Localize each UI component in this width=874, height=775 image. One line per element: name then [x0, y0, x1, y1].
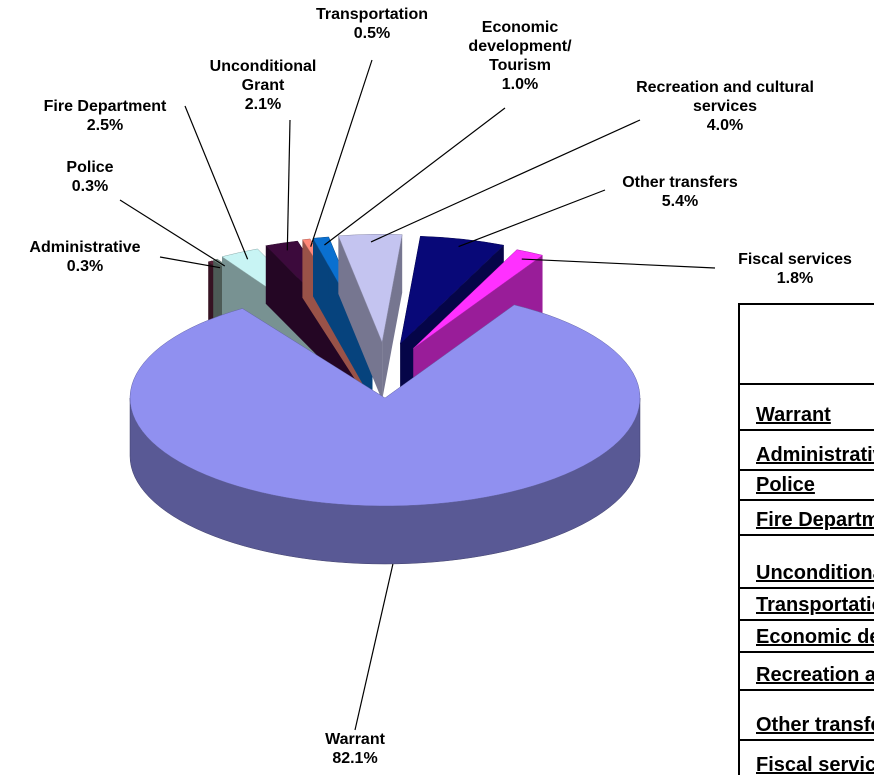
table-cell: Fiscal services	[739, 739, 874, 775]
data-label: Transportation 0.5%	[302, 5, 442, 43]
label-value: 82.1%	[332, 750, 378, 767]
label-name: Recreation and cultural services	[636, 79, 814, 115]
legend-table: WarrantAdministrativePoliceFire Departme…	[738, 303, 874, 775]
data-label: Economic development/ Tourism 1.0%	[465, 18, 575, 94]
slice-face	[382, 234, 403, 401]
label-value: 4.0%	[706, 117, 744, 134]
leader-line	[286, 119, 291, 251]
label-value: 1.8%	[776, 270, 814, 287]
table-cell: Police	[739, 469, 874, 500]
leader-line	[324, 107, 506, 246]
table-cell: Fire Department	[739, 499, 874, 535]
label-value: 5.4%	[661, 193, 699, 210]
table-row: Warrant	[739, 383, 874, 430]
label-value: 0.5%	[353, 25, 391, 42]
data-label: Fire Department 2.5%	[20, 97, 190, 135]
leader-line	[458, 189, 606, 248]
leader-line	[184, 105, 249, 260]
leader-line	[354, 563, 394, 731]
table-row: Fiscal services	[739, 739, 874, 775]
label-value: 0.3%	[66, 258, 104, 275]
slice-face	[338, 235, 383, 401]
label-name: Police	[66, 159, 114, 176]
table-cell: Economic development/ Tourism	[739, 619, 874, 652]
slice	[399, 235, 505, 345]
table-row: Administrative	[739, 429, 874, 470]
label-name: Administrative	[29, 239, 141, 256]
label-value: 0.3%	[71, 178, 109, 195]
label-name: Unconditional Grant	[209, 58, 317, 94]
data-label: Administrative 0.3%	[5, 238, 165, 276]
data-label: Police 0.3%	[50, 158, 130, 196]
table-row: Transportation	[739, 587, 874, 620]
table-cell: Administrative	[739, 429, 874, 470]
table-header-cell	[739, 303, 874, 384]
label-value: 1.0%	[501, 76, 539, 93]
data-label: Other transfers 5.4%	[610, 173, 750, 211]
label-name: Fire Department	[43, 98, 167, 115]
table-row: Economic development/ Tourism	[739, 619, 874, 652]
label-name: Fiscal services	[738, 251, 852, 268]
data-label: Fiscal services 1.8%	[720, 250, 870, 288]
table-row: Recreation and cultural services	[739, 651, 874, 690]
leader-line	[370, 119, 641, 243]
data-label: Warrant 82.1%	[310, 730, 400, 768]
table-row: Unconditional Grant	[739, 534, 874, 588]
table-row: Fire Department	[739, 499, 874, 535]
label-name: Economic development/ Tourism	[468, 19, 572, 74]
data-label: Recreation and cultural services 4.0%	[635, 78, 815, 135]
data-label: Unconditional Grant 2.1%	[188, 57, 338, 114]
slice	[129, 304, 641, 507]
label-value: 2.1%	[244, 96, 282, 113]
label-name: Other transfers	[622, 174, 738, 191]
table-cell: Warrant	[739, 383, 874, 430]
label-name: Warrant	[325, 731, 385, 748]
leader-line	[521, 258, 716, 269]
table-cell: Recreation and cultural services	[739, 651, 874, 690]
label-name: Transportation	[315, 6, 428, 23]
slice	[337, 234, 403, 344]
table-cell: Unconditional Grant	[739, 534, 874, 588]
leader-line	[159, 256, 221, 269]
leader-line	[119, 199, 226, 267]
table-row: Police	[739, 469, 874, 500]
table-cell: Other transfers	[739, 689, 874, 740]
label-value: 2.5%	[86, 117, 124, 134]
slice	[413, 249, 544, 349]
leader-line	[310, 59, 373, 247]
table-cell: Transportation	[739, 587, 874, 620]
table: WarrantAdministrativePoliceFire Departme…	[738, 303, 874, 775]
table-row: Other transfers	[739, 689, 874, 740]
table-header-row	[739, 303, 874, 384]
